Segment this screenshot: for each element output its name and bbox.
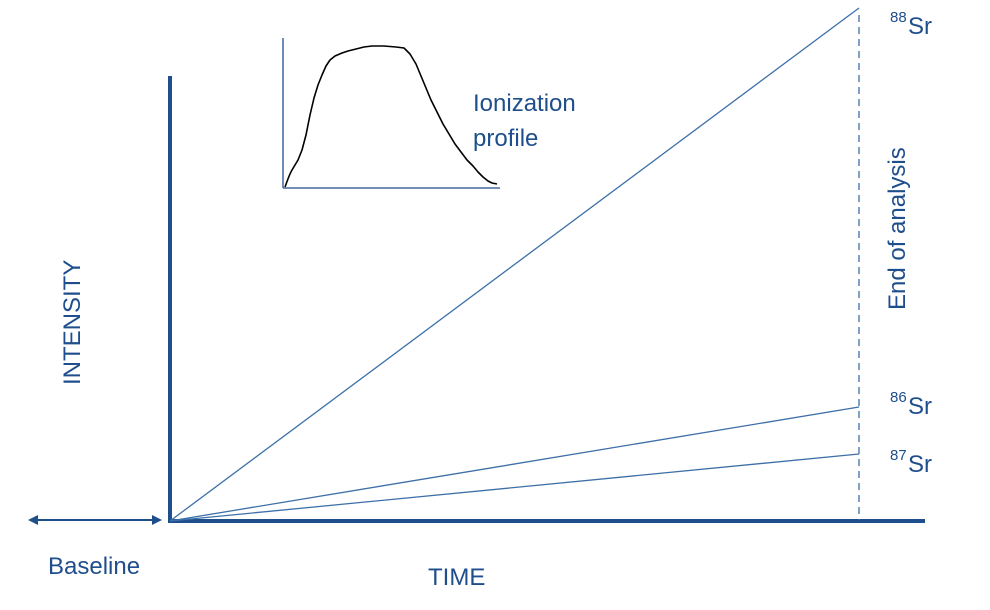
baseline-label: Baseline bbox=[48, 553, 140, 580]
isotope-mass: 88 bbox=[890, 9, 907, 26]
isotope-symbol: Sr bbox=[908, 451, 932, 478]
x-axis-title: TIME bbox=[428, 564, 485, 591]
isotope-symbol: Sr bbox=[908, 393, 932, 420]
sr86-signal-line bbox=[169, 406, 860, 522]
sr87-signal-line bbox=[169, 453, 860, 522]
end-of-analysis-label: End of analysis bbox=[884, 147, 911, 310]
inset-label-line2: profile bbox=[473, 125, 538, 152]
inset-label-line1: Ionization bbox=[473, 90, 576, 117]
isotope-label-sr86: 86 Sr bbox=[890, 389, 932, 420]
ionization-profile-curve bbox=[284, 45, 498, 188]
ionization-profile-inset bbox=[282, 38, 500, 189]
isotope-label-sr88: 88 Sr bbox=[890, 9, 932, 40]
isotope-label-sr87: 87 Sr bbox=[890, 447, 932, 478]
y-axis-title: INTENSITY bbox=[59, 260, 86, 385]
isotope-symbol: Sr bbox=[908, 13, 932, 40]
sr88-signal-line bbox=[169, 7, 860, 522]
baseline-arrow bbox=[28, 515, 162, 525]
isotope-mass: 86 bbox=[890, 389, 907, 406]
isotope-mass: 87 bbox=[890, 447, 907, 464]
